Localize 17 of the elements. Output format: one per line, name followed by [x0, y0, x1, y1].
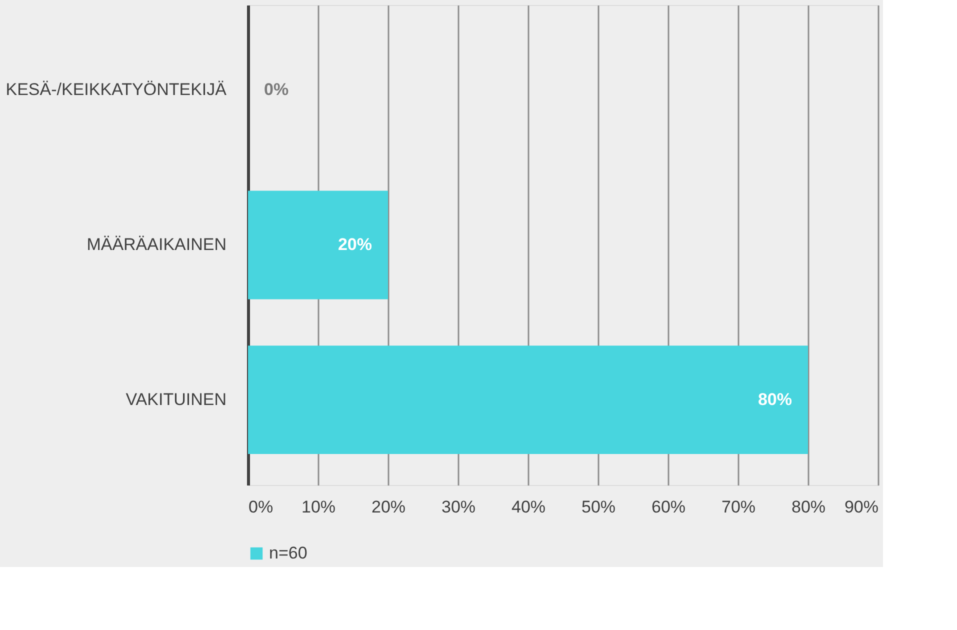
x-tick-label: 60%: [651, 498, 686, 516]
x-tick-label: 10%: [301, 498, 336, 516]
data-label: 0%: [264, 80, 289, 100]
y-tick-label: VAKITUINEN: [126, 390, 226, 409]
x-tick-label: 20%: [371, 498, 406, 516]
data-label: 20%: [338, 235, 372, 254]
x-tick-label: 80%: [791, 498, 826, 516]
x-tick-label: 50%: [581, 498, 616, 516]
y-tick-label: KESÄ-/KEIKKATYÖNTEKIJÄ: [6, 80, 228, 100]
x-tick-label: 40%: [511, 498, 546, 516]
x-tick-label: 70%: [721, 498, 756, 516]
x-tick-label: 0%: [248, 498, 274, 516]
y-tick-label: MÄÄRÄAIKAINEN: [86, 235, 226, 254]
x-tick-label: 30%: [441, 498, 476, 516]
data-label: 80%: [758, 390, 792, 409]
x-tick-label: 90%: [844, 498, 878, 516]
legend-label: n=60: [269, 544, 308, 562]
